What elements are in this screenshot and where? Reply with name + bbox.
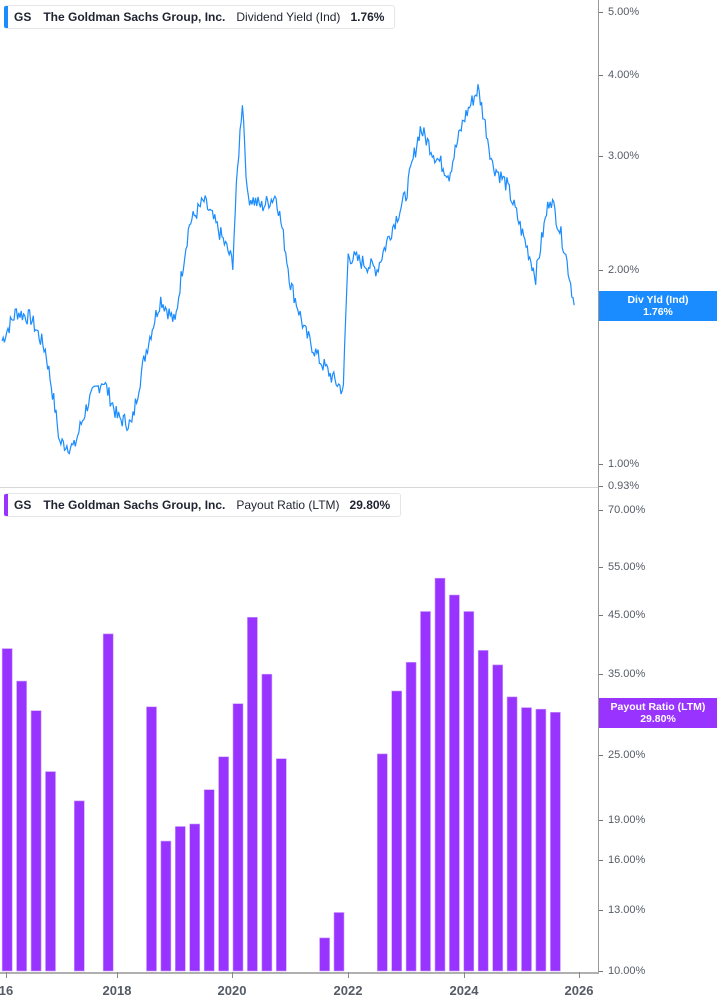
- payout-ratio-bar[interactable]: [550, 712, 561, 972]
- legend-ticker: GS: [14, 10, 32, 24]
- payout-ratio-bar[interactable]: [275, 758, 287, 972]
- payout-ratio-bar[interactable]: [232, 703, 244, 972]
- x-axis-tick-mark: [6, 972, 7, 978]
- payout-ratio-bar[interactable]: [376, 753, 388, 972]
- y-tick: 55.00%: [599, 561, 645, 573]
- x-axis-tick-mark: [579, 972, 580, 978]
- legend-metric: Payout Ratio (LTM): [236, 498, 340, 512]
- payout-ratio-bar[interactable]: [420, 611, 431, 972]
- x-axis-tick-mark: [117, 972, 118, 978]
- flag-label: Div Yld (Ind): [627, 294, 689, 306]
- x-tick: 2024: [449, 983, 479, 998]
- y-tick: 5.00%: [599, 6, 639, 18]
- x-tick: 2022: [333, 983, 363, 998]
- y-tick: 10.00%: [599, 965, 645, 977]
- x-axis-tick-mark: [348, 972, 349, 978]
- payout-ratio-bar[interactable]: [74, 800, 85, 972]
- payout-ratio-bar[interactable]: [30, 710, 42, 972]
- payout-ratio-bar[interactable]: [146, 706, 157, 972]
- y-tick: 0.93%: [599, 480, 639, 492]
- y-tick: 13.00%: [599, 904, 645, 916]
- legend-value: 1.76%: [350, 10, 385, 24]
- x-axis-tick-mark: [464, 972, 465, 978]
- payout-ratio-bar[interactable]: [449, 594, 460, 972]
- payout-ratio-bar[interactable]: [405, 662, 417, 972]
- series-color-swatch: [4, 494, 8, 516]
- y-tick: 3.00%: [599, 150, 639, 162]
- y-tick: 2.00%: [599, 264, 639, 276]
- dividend-yield-legend[interactable]: GS The Goldman Sachs Group, Inc. Dividen…: [4, 5, 396, 29]
- panel-divider[interactable]: [0, 487, 598, 488]
- legend-metric: Dividend Yield (Ind): [236, 10, 341, 24]
- y-tick: 35.00%: [599, 668, 645, 680]
- y-tick: 25.00%: [599, 749, 645, 761]
- x-tick: 2020: [217, 983, 247, 998]
- y-tick: 16.00%: [599, 854, 645, 866]
- y-tick: 70.00%: [599, 504, 645, 516]
- y-tick: 1.00%: [599, 458, 639, 470]
- payout-ratio-bar[interactable]: [160, 840, 172, 972]
- payout-ratio-bar[interactable]: [1, 648, 13, 972]
- flag-value: 1.76%: [643, 306, 673, 318]
- payout-ratio-bar[interactable]: [45, 771, 56, 972]
- payout-ratio-bar[interactable]: [203, 789, 215, 972]
- payout-ratio-bar[interactable]: [247, 617, 258, 972]
- y-tick: 19.00%: [599, 814, 645, 826]
- dividend-yield-line: [1, 84, 575, 455]
- payout-ratio-bar[interactable]: [506, 696, 518, 972]
- payout-ratio-bar[interactable]: [102, 633, 114, 972]
- payout-ratio-bar[interactable]: [521, 707, 532, 972]
- payout-ratio-value-flag: Payout Ratio (LTM) 29.80%: [599, 698, 717, 728]
- legend-value: 29.80%: [349, 498, 391, 512]
- payout-ratio-bar[interactable]: [333, 912, 345, 972]
- flag-value: 29.80%: [640, 713, 676, 725]
- payout-ratio-bar-chart: [1, 577, 561, 972]
- dividend-yield-value-flag: Div Yld (Ind) 1.76%: [599, 291, 717, 321]
- payout-ratio-bar[interactable]: [189, 823, 200, 972]
- legend-company: The Goldman Sachs Group, Inc.: [43, 10, 226, 24]
- y-tick: 4.00%: [599, 69, 639, 81]
- payout-ratio-panel: GS The Goldman Sachs Group, Inc. Payout …: [0, 488, 717, 1005]
- payout-ratio-bar[interactable]: [16, 680, 27, 972]
- dividend-yield-line-chart: [1, 84, 575, 455]
- payout-ratio-bar[interactable]: [535, 708, 547, 972]
- x-axis-line: [0, 972, 599, 974]
- series-color-swatch: [4, 6, 8, 28]
- payout-ratio-bar[interactable]: [218, 756, 229, 972]
- y-tick: 45.00%: [599, 609, 645, 621]
- legend-ticker: GS: [14, 498, 32, 512]
- payout-ratio-bar[interactable]: [391, 690, 403, 972]
- x-tick: 16: [0, 983, 14, 998]
- y-axis-line: [598, 488, 599, 973]
- payout-ratio-bar[interactable]: [434, 577, 446, 972]
- y-axis-line: [598, 0, 599, 488]
- payout-ratio-legend[interactable]: GS The Goldman Sachs Group, Inc. Payout …: [4, 493, 402, 517]
- x-tick: 2026: [564, 983, 594, 998]
- flag-label: Payout Ratio (LTM): [610, 701, 706, 713]
- payout-ratio-bar[interactable]: [175, 826, 186, 972]
- payout-ratio-bar[interactable]: [319, 937, 330, 972]
- legend-company: The Goldman Sachs Group, Inc.: [43, 498, 226, 512]
- payout-ratio-bar[interactable]: [463, 611, 475, 972]
- payout-ratio-bar[interactable]: [492, 664, 504, 972]
- dividend-yield-panel: GS The Goldman Sachs Group, Inc. Dividen…: [0, 0, 717, 492]
- payout-ratio-bar[interactable]: [477, 650, 489, 972]
- payout-ratio-bar[interactable]: [261, 673, 273, 972]
- x-axis-tick-mark: [232, 972, 233, 978]
- x-tick: 2018: [102, 983, 132, 998]
